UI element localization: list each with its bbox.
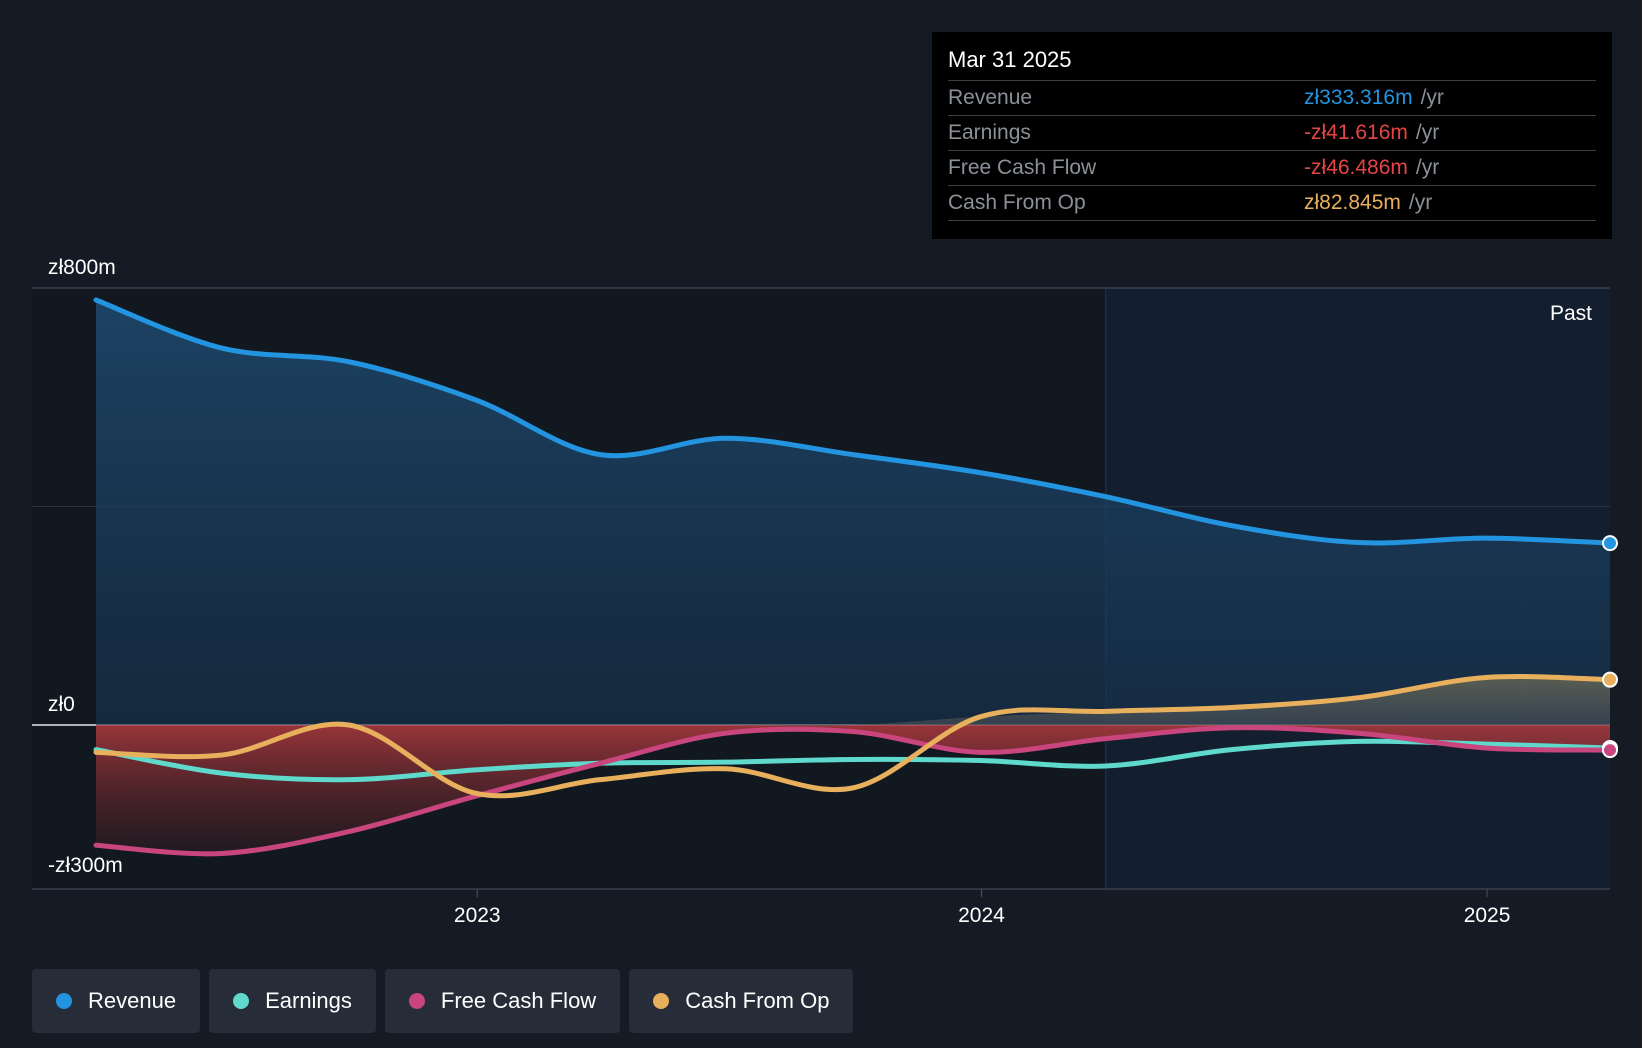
- cash-from-op-end-dot: [1602, 671, 1618, 688]
- tooltip: Mar 31 2025 Revenue zł333.316m /yr Earni…: [932, 32, 1612, 239]
- legend-item-revenue[interactable]: Revenue: [32, 969, 201, 1033]
- past-label: Past: [1550, 302, 1592, 325]
- tooltip-unit: /yr: [1420, 86, 1444, 109]
- free-cash-flow-end-dot: [1602, 742, 1618, 759]
- tooltip-row-revenue: Revenue zł333.316m /yr: [948, 81, 1596, 116]
- cash-from-op-line: [93, 673, 1613, 799]
- legend-label: Revenue: [88, 988, 177, 1013]
- y-tick-label: zł800m: [48, 256, 116, 279]
- cash-from-op-area: [96, 676, 1610, 726]
- legend-item-earnings[interactable]: Earnings: [209, 969, 376, 1033]
- earnings-line: [93, 738, 1613, 783]
- axes: zł800m zł0 -zł300m 2023 2024 2025: [32, 256, 1610, 927]
- tooltip-value: -zł46.486m: [1304, 156, 1408, 179]
- x-tick-label: 2025: [1464, 904, 1511, 927]
- legend: Revenue Earnings Free Cash Flow Cash Fro…: [32, 969, 854, 1033]
- legend-label: Earnings: [265, 988, 352, 1013]
- tooltip-value: zł82.845m: [1304, 191, 1401, 214]
- tooltip-label: Revenue: [948, 86, 1033, 109]
- tooltip-value: -zł41.616m: [1304, 121, 1408, 144]
- tooltip-row-cash-from-op: Cash From Op zł82.845m /yr: [948, 186, 1596, 221]
- y-tick-label: -zł300m: [48, 854, 123, 877]
- tooltip-label: Earnings: [948, 121, 1031, 144]
- tooltip-row-free-cash-flow: Free Cash Flow -zł46.486m /yr: [948, 151, 1596, 186]
- tooltip-unit: /yr: [1408, 191, 1433, 214]
- legend-label: Cash From Op: [685, 988, 830, 1013]
- legend-dot-icon: [233, 993, 250, 1009]
- end-markers: [1602, 535, 1618, 759]
- tooltip-row-earnings: Earnings -zł41.616m /yr: [948, 116, 1596, 151]
- free-cash-flow-line: [93, 725, 1613, 857]
- x-tick-label: 2023: [454, 904, 501, 927]
- legend-item-cash-from-op[interactable]: Cash From Op: [629, 969, 854, 1033]
- revenue-area: [96, 300, 1610, 725]
- tooltip-label: Cash From Op: [948, 191, 1086, 214]
- tooltip-unit: /yr: [1415, 156, 1440, 179]
- x-tick-label: 2024: [958, 904, 1005, 927]
- legend-dot-icon: [56, 993, 72, 1009]
- revenue-line: [93, 297, 1613, 546]
- y-tick-label: zł0: [48, 693, 75, 716]
- tooltip-label: Free Cash Flow: [948, 156, 1097, 179]
- tooltip-unit: /yr: [1415, 121, 1440, 144]
- legend-label: Free Cash Flow: [440, 988, 597, 1013]
- tooltip-date: Mar 31 2025: [948, 46, 1596, 81]
- revenue-end-dot: [1602, 535, 1618, 552]
- free-cash-flow-area: [96, 725, 1610, 854]
- legend-item-free-cash-flow[interactable]: Free Cash Flow: [384, 969, 621, 1033]
- series-lines: [93, 297, 1613, 857]
- legend-dot-icon: [653, 993, 670, 1009]
- legend-dot-icon: [408, 993, 425, 1009]
- tooltip-value: zł333.316m: [1304, 86, 1413, 109]
- area-fills: [96, 300, 1610, 854]
